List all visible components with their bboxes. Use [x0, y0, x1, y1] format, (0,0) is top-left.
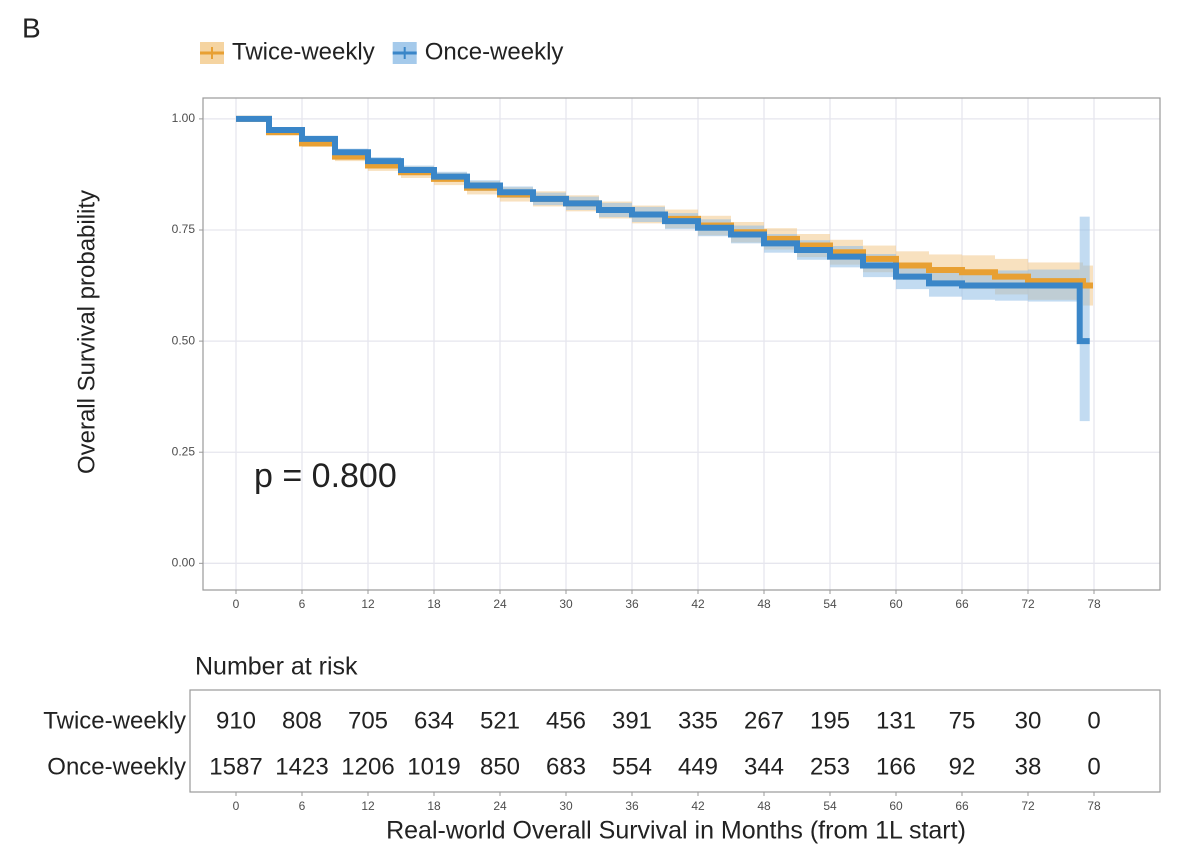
risk-count: 1423 [275, 753, 328, 780]
y-tick-label: 0.25 [172, 444, 196, 458]
x-tick-label: 66 [955, 799, 969, 813]
x-tick-label: 72 [1021, 597, 1035, 611]
risk-count: 1587 [209, 753, 262, 780]
risk-count: 1206 [341, 753, 394, 780]
x-tick-label: 0 [233, 799, 240, 813]
x-tick-label: 6 [299, 597, 306, 611]
x-tick-label: 0 [233, 597, 240, 611]
legend-label: Twice-weekly [232, 38, 375, 65]
x-tick-label: 60 [889, 799, 903, 813]
risk-count: 808 [282, 707, 322, 734]
x-tick-label: 18 [427, 597, 441, 611]
risk-count: 1019 [407, 753, 460, 780]
p-value: p = 0.800 [254, 457, 397, 495]
y-tick-label: 0.50 [172, 333, 196, 347]
x-tick-label: 42 [691, 799, 705, 813]
y-axis-label: Overall Survival probability [73, 190, 100, 474]
risk-count: 253 [810, 753, 850, 780]
risk-count: 0 [1087, 753, 1100, 780]
risk-count: 456 [546, 707, 586, 734]
risk-count: 131 [876, 707, 916, 734]
risk-count: 554 [612, 753, 652, 780]
x-tick-label: 6 [299, 799, 306, 813]
x-tick-label: 54 [823, 597, 837, 611]
risk-count: 92 [949, 753, 976, 780]
risk-count: 195 [810, 707, 850, 734]
legend-label: Once-weekly [425, 38, 564, 65]
risk-table-border [189, 689, 1161, 793]
x-tick-label: 48 [757, 799, 771, 813]
x-tick-label: 60 [889, 597, 903, 611]
y-tick-label: 0.75 [172, 222, 196, 236]
risk-count: 521 [480, 707, 520, 734]
x-tick-label: 36 [625, 799, 639, 813]
y-tick-label: 1.00 [172, 111, 196, 125]
x-tick-label: 78 [1087, 799, 1101, 813]
risk-table-title: Number at risk [195, 653, 358, 681]
x-tick-label: 24 [493, 597, 507, 611]
x-tick-label: 66 [955, 597, 969, 611]
risk-count: 391 [612, 707, 652, 734]
risk-count: 850 [480, 753, 520, 780]
risk-count: 38 [1015, 753, 1042, 780]
x-tick-label: 30 [559, 597, 573, 611]
x-tick-label: 30 [559, 799, 573, 813]
risk-count: 344 [744, 753, 784, 780]
plot-background [203, 98, 1160, 590]
risk-count: 75 [949, 707, 976, 734]
x-tick-label: 12 [361, 799, 375, 813]
x-tick-label: 36 [625, 597, 639, 611]
risk-count: 683 [546, 753, 586, 780]
risk-count: 910 [216, 707, 256, 734]
risk-count: 705 [348, 707, 388, 734]
risk-count: 0 [1087, 707, 1100, 734]
x-tick-label: 48 [757, 597, 771, 611]
survival-line [236, 115, 1090, 345]
y-tick-label: 0.00 [172, 556, 196, 570]
risk-count: 335 [678, 707, 718, 734]
risk-row-label: Twice-weekly [43, 707, 186, 734]
x-tick-label: 24 [493, 799, 507, 813]
x-tick-label: 78 [1087, 597, 1101, 611]
risk-count: 267 [744, 707, 784, 734]
risk-count: 30 [1015, 707, 1042, 734]
x-tick-label: 72 [1021, 799, 1035, 813]
confidence-band [1079, 216, 1090, 422]
x-tick-label: 42 [691, 597, 705, 611]
x-axis-label: Real-world Overall Survival in Months (f… [386, 817, 966, 845]
x-tick-label: 12 [361, 597, 375, 611]
risk-count: 634 [414, 707, 454, 734]
risk-row-label: Once-weekly [47, 753, 186, 780]
risk-count: 166 [876, 753, 916, 780]
x-tick-label: 18 [427, 799, 441, 813]
risk-count: 449 [678, 753, 718, 780]
plot-border [202, 97, 1161, 591]
x-tick-label: 54 [823, 799, 837, 813]
panel-label: B [22, 12, 41, 43]
